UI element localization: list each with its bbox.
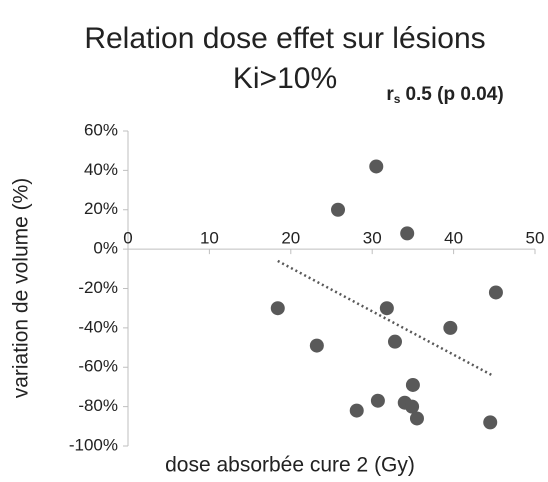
point [400, 226, 415, 241]
y-tick-label: 60% [84, 120, 118, 139]
chart-title: Ki>10% [233, 62, 337, 95]
x-tick-label: 10 [200, 229, 219, 248]
y-tick-label: -80% [78, 396, 118, 415]
point [349, 403, 364, 418]
x-tick-label: 20 [281, 229, 300, 248]
point [405, 399, 420, 414]
point [331, 202, 346, 217]
point [409, 411, 424, 426]
point [405, 377, 420, 392]
y-tick-label: -40% [78, 317, 118, 336]
point [370, 393, 385, 408]
point [443, 320, 458, 335]
point [369, 159, 384, 174]
x-tick-label: 0 [123, 229, 132, 248]
trendline [277, 259, 493, 377]
y-axis-label: variation de volume (%) [10, 178, 33, 399]
chart-title: Relation dose effet sur lésions [84, 22, 485, 55]
y-tick-label: 40% [84, 160, 118, 179]
annotation: rs 0.5 (p 0.04) [386, 84, 503, 106]
x-tick-label: 40 [444, 229, 463, 248]
x-tick-label: 30 [363, 229, 382, 248]
x-tick-label: 50 [526, 229, 545, 248]
y-tick-label: 20% [84, 199, 118, 218]
point [387, 334, 402, 349]
y-tick-label: -20% [78, 278, 118, 297]
point [379, 301, 394, 316]
y-tick-label: -60% [78, 357, 118, 376]
point [483, 415, 498, 430]
point [270, 301, 285, 316]
point [488, 285, 503, 300]
y-tick-label: -100% [69, 435, 118, 454]
y-tick-label: 0% [93, 239, 118, 258]
x-axis-label: dose absorbée cure 2 (Gy) [165, 454, 415, 477]
point [309, 338, 324, 353]
